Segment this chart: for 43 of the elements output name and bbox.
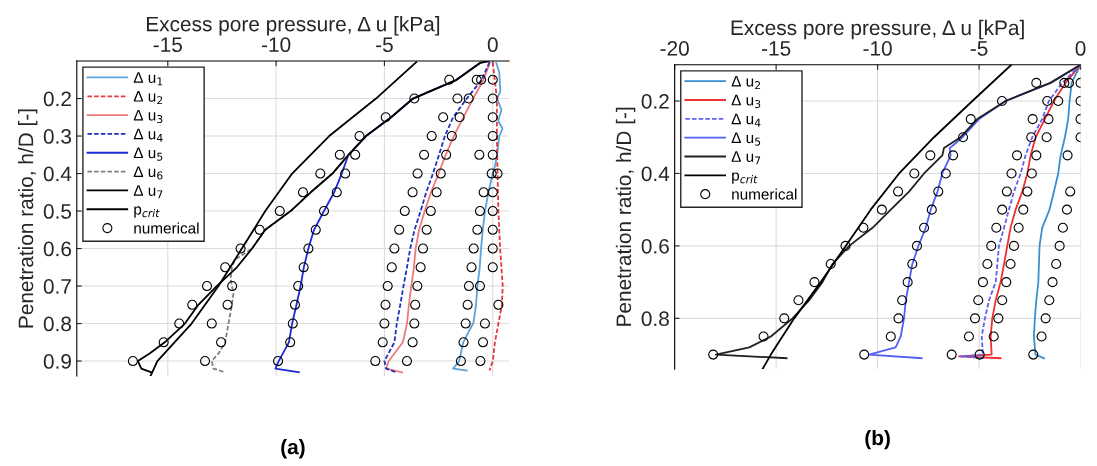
legend-label: Δ u$_{1}$ bbox=[133, 72, 163, 86]
x-tick-label: -15 bbox=[153, 37, 182, 53]
legend-label: Δ u$_{5}$ bbox=[731, 132, 761, 146]
y-tick-label: 0.2 bbox=[43, 91, 71, 107]
x-tick-label: -5 bbox=[376, 37, 393, 53]
x-tick-label: -10 bbox=[261, 37, 291, 53]
y-tick-label: 0.8 bbox=[43, 316, 72, 332]
y-tick-label: 0.3 bbox=[43, 129, 72, 144]
legend-label: Δ u$_{4}$ bbox=[731, 113, 761, 127]
legend-label: Δ u$_{3}$ bbox=[133, 109, 163, 124]
x-tick-label: 0 bbox=[487, 37, 498, 53]
legend-label: Δ u$_{2}$ bbox=[731, 76, 761, 90]
x-tick-label: -15 bbox=[762, 41, 791, 56]
x-tick-label: -5 bbox=[970, 41, 988, 56]
text: (a) bbox=[281, 439, 305, 459]
x-axis-title: Excess pore pressure, Δ u [kPa] bbox=[146, 16, 440, 36]
y-tick-label: 0.7 bbox=[43, 279, 71, 294]
y-tick-label: 0.6 bbox=[43, 241, 72, 257]
x-axis-title: Excess pore pressure, Δ u [kPa] bbox=[731, 19, 1024, 40]
legend-label: Δ u$_{6}$ bbox=[133, 166, 163, 180]
legend-label: Δ u$_{7}$ bbox=[133, 185, 163, 199]
y-tick-label: 0.6 bbox=[641, 238, 669, 254]
x-tick-label: -10 bbox=[863, 41, 892, 56]
y-tick-label: 0.2 bbox=[641, 94, 669, 109]
x-tick-label: 0 bbox=[1075, 41, 1086, 56]
y-axis-title: Penetration ratio, h/D [-] bbox=[17, 109, 38, 328]
y-tick-label: 0.8 bbox=[641, 311, 669, 327]
y-axis-title: Penetration ratio, h/D [-] bbox=[615, 107, 636, 326]
legend-label: Δ u$_{4}$ bbox=[133, 128, 163, 142]
y-tick-label: 0.9 bbox=[43, 354, 71, 369]
legend-label: Δ u$_{3}$ bbox=[731, 94, 761, 108]
y-tick-label: 0.4 bbox=[641, 166, 670, 182]
legend-label: Δ u$_{5}$ bbox=[133, 147, 163, 161]
legend-label: numerical bbox=[134, 222, 199, 234]
x-tick-label: -20 bbox=[660, 41, 689, 56]
legend-label: p$_{crit}$ bbox=[134, 206, 160, 218]
legend-label: Δ u$_{7}$ bbox=[731, 151, 761, 165]
y-tick-label: 0.5 bbox=[43, 204, 72, 219]
legend-label: numerical bbox=[732, 188, 797, 200]
text: (b) bbox=[865, 429, 890, 450]
legend-label: p$_{crit}$ bbox=[732, 172, 758, 184]
legend-label: Δ u$_{2}$ bbox=[133, 91, 163, 105]
y-tick-label: 0.4 bbox=[43, 166, 72, 182]
